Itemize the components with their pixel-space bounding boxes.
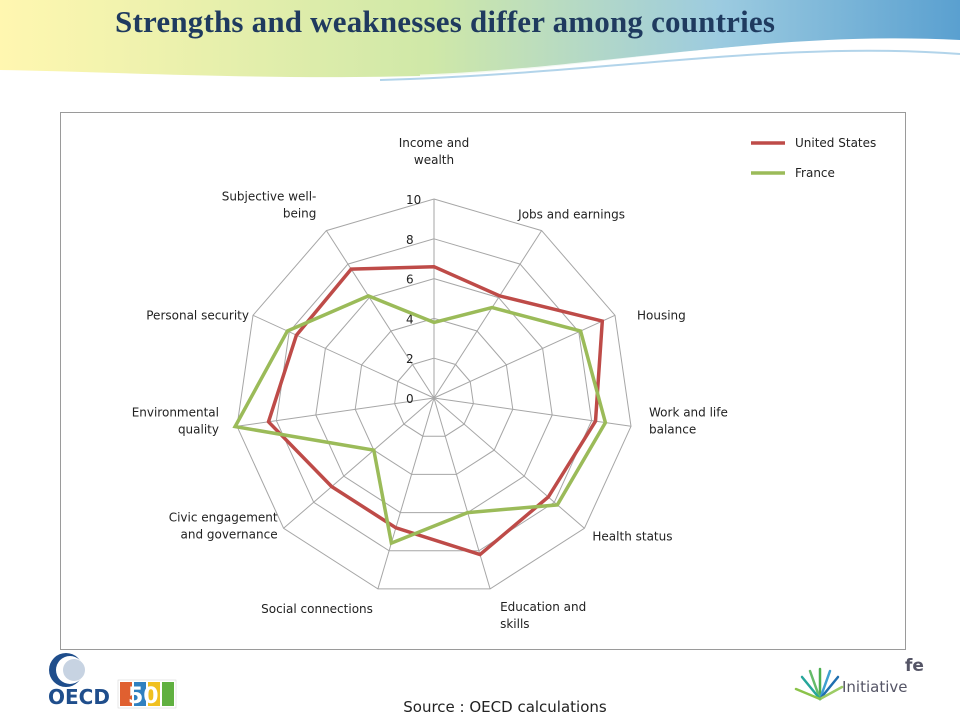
axis-spoke <box>433 397 491 590</box>
axis-label: Social connections <box>261 602 373 616</box>
chart-frame: 0 2 4 6 8 10 Income and wealth Jobs and earnings… <box>60 112 906 650</box>
axis-label: Health status <box>592 529 672 543</box>
initiative-logo-partial-text: fe <box>905 656 924 676</box>
axis-spoke <box>433 397 585 529</box>
axis-spoke <box>377 397 435 590</box>
tick-label: 8 <box>406 233 414 247</box>
grid-ring-8 <box>275 238 593 552</box>
radar-grid <box>236 198 632 590</box>
page-title: Strengths and weaknesses differ among co… <box>115 4 776 39</box>
axis-label: Jobs and earnings <box>517 208 625 222</box>
axis-label: Subjective well-being <box>222 190 317 221</box>
axis-spoke <box>433 230 543 399</box>
tick-label: 0 <box>406 392 414 406</box>
axis-label: Housing <box>637 308 686 322</box>
legend-label: France <box>795 166 835 180</box>
tick-label: 2 <box>406 352 414 366</box>
tick-label: 6 <box>406 273 414 287</box>
initiative-logo-text: Initiative <box>842 678 908 696</box>
axis-spoke <box>252 314 435 399</box>
axis-spoke <box>283 397 435 529</box>
chart-legend: United States France <box>751 136 876 180</box>
oecd-50-logo: 50 <box>128 684 159 709</box>
grid-ring-4 <box>354 317 514 475</box>
title-banner <box>0 0 960 82</box>
initiative-logo-icon <box>794 667 844 701</box>
oecd-logo: OECD 50 <box>48 653 177 709</box>
axis-label: Education and skills <box>500 600 586 631</box>
oecd-logo-text: OECD <box>48 685 110 709</box>
axis-spoke <box>236 397 435 427</box>
axis-spoke <box>433 314 616 399</box>
grid-ring-6 <box>315 278 553 514</box>
series-line-united-states <box>266 264 605 557</box>
axis-spoke <box>433 397 632 427</box>
axis-label: Income and wealth <box>399 136 470 167</box>
legend-label: United States <box>795 136 876 150</box>
grid-ring-10 <box>236 198 632 590</box>
axis-spoke <box>325 230 435 399</box>
axis-label: Environmental quality <box>132 405 219 436</box>
series-line-france <box>232 294 608 546</box>
axis-label: Work and life balance <box>649 405 728 436</box>
radar-chart: 0 2 4 6 8 10 Income and wealth Jobs and earnings… <box>132 136 877 631</box>
tick-label: 4 <box>406 312 414 326</box>
source-note: Source : OECD calculations <box>403 698 607 716</box>
grid-ring-2 <box>394 357 474 437</box>
axis-label: Civic engagement and governance <box>169 510 278 541</box>
axis-label: Personal security <box>146 308 249 322</box>
tick-label: 10 <box>406 193 421 207</box>
